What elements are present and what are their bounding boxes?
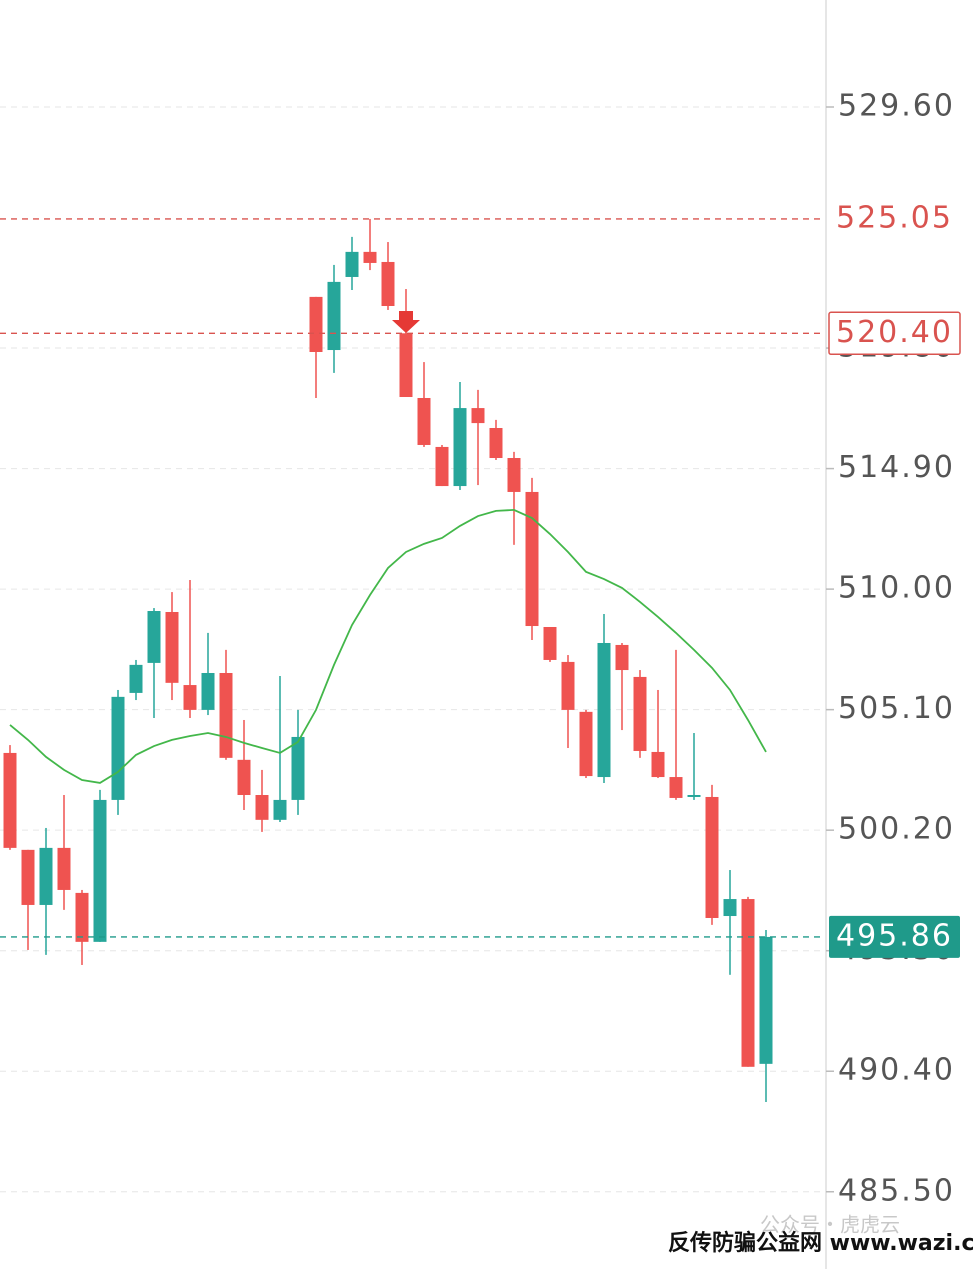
candle-body [291,736,305,800]
candle-body [651,751,665,778]
candle-body [723,899,737,917]
marks [3,218,773,1102]
candle-body [417,397,431,445]
price-label: 520.40 [836,315,953,350]
candle-body [165,611,179,683]
candle-body [183,685,197,710]
y-tick-label: 510.00 [838,571,955,606]
candle-body [489,428,503,459]
price-label: 525.05 [836,200,953,235]
y-tick-label: 490.40 [838,1053,955,1088]
candle-body [615,644,629,671]
candle-body [129,664,143,693]
candle-body [147,611,161,663]
candle-body [111,696,125,800]
candle-body [579,711,593,777]
candle-body [363,251,377,263]
candle-body [453,408,467,487]
candle-body [687,795,701,797]
price-label: 495.86 [836,918,953,953]
candle-body [75,892,89,942]
y-tick-label: 485.50 [838,1173,955,1208]
candle-body [435,446,449,487]
candle-body [309,296,323,352]
candle-body [741,899,755,1067]
candle-body [543,626,557,660]
candle-body [39,847,53,905]
candle-body [273,799,287,820]
grid [0,106,834,1193]
candle-body [633,676,647,751]
watermark: 公众号・虎虎云 [760,1213,900,1237]
moving-average [9,509,767,784]
y-tick-label: 505.10 [838,691,955,726]
candle-body [705,796,719,918]
candle-body [3,752,17,848]
candle-body [345,251,359,277]
candle-body [93,799,107,942]
candle-body [507,458,521,492]
candle-body [21,849,35,905]
price-label-box [829,915,960,958]
candle-body [327,281,341,351]
candle-body [381,261,395,306]
price-label-box [828,311,961,356]
watermark-site: 反传防骗公益网 www.wazi.cc [668,1230,973,1256]
candle-body [219,672,233,758]
candle-body [561,661,575,710]
signal-arrow [392,311,420,333]
labels: 529.60519.80514.90510.00505.10500.20495.… [0,89,961,1208]
candle-body [669,777,683,798]
y-tick-label: 529.60 [838,89,955,124]
candle-body [201,672,215,710]
price-label-box [829,197,960,240]
candle-body [597,642,611,778]
candle-body [255,795,269,820]
candle-body [399,333,413,398]
candle-body [525,491,539,627]
candle-body [471,408,485,424]
candle-body [57,847,71,890]
y-tick-label: 500.20 [838,812,955,847]
y-tick-label: 514.90 [838,450,955,485]
candle-body [237,759,251,796]
candle-body [759,936,773,1064]
